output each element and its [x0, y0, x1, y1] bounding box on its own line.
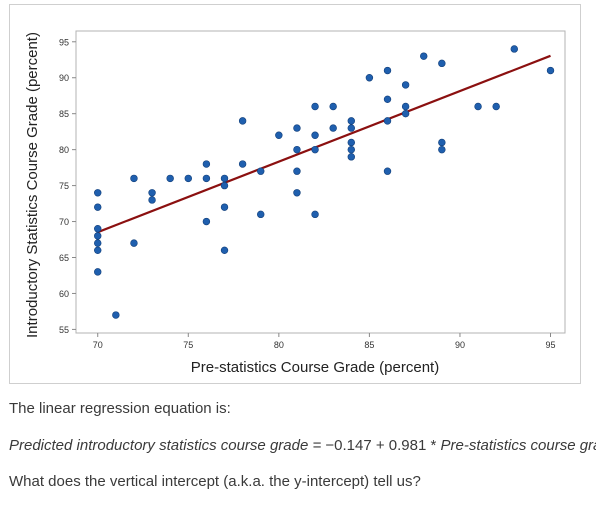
- data-point: [238, 117, 247, 125]
- data-point: [347, 145, 355, 154]
- data-point: [383, 167, 392, 175]
- data-point: [94, 189, 102, 197]
- x-axis-label: Pre-statistics Course Grade (percent): [191, 359, 439, 376]
- data-point: [148, 196, 156, 204]
- data-point: [202, 217, 211, 226]
- data-point: [383, 117, 392, 125]
- equation-numbers: −0.147 + 0.981 *: [325, 437, 441, 454]
- data-point: [166, 174, 174, 183]
- data-point: [329, 124, 337, 132]
- data-point: [311, 210, 319, 219]
- data-point: [202, 160, 211, 168]
- data-point: [130, 174, 138, 183]
- y-tick-label: 55: [59, 325, 69, 335]
- data-point: [329, 102, 337, 111]
- chart-figure-frame: 55 60 65 70 75 80 85 90 95 70 75 80 85 90 95 Pre-stat…: [9, 4, 581, 384]
- data-point: [474, 102, 482, 111]
- data-point: [347, 117, 355, 125]
- x-tick-label: 95: [546, 340, 556, 350]
- y-axis-ticks: 55 60 65 70 75 80 85 90 95: [59, 37, 76, 335]
- data-point: [94, 268, 102, 276]
- data-point: [238, 160, 247, 168]
- y-tick-label: 85: [59, 109, 69, 119]
- data-point: [94, 225, 102, 233]
- y-tick-label: 95: [59, 37, 69, 47]
- x-tick-label: 70: [93, 340, 103, 350]
- x-tick-label: 85: [364, 340, 374, 350]
- y-tick-label: 75: [59, 181, 69, 191]
- equation-suffix: Pre-statistics course grade: [440, 437, 596, 454]
- data-point: [438, 145, 446, 154]
- data-point: [94, 246, 102, 255]
- data-point: [94, 203, 102, 211]
- data-point: [220, 181, 229, 190]
- regression-line-group: [97, 54, 551, 234]
- data-point: [148, 189, 156, 197]
- data-point: [401, 109, 410, 118]
- data-point: [438, 138, 446, 147]
- data-point: [293, 189, 301, 197]
- data-point: [401, 81, 410, 89]
- x-tick-label: 80: [274, 340, 284, 350]
- data-point: [94, 239, 102, 247]
- data-point: [293, 124, 301, 132]
- data-point: [311, 131, 319, 139]
- data-point: [401, 102, 410, 111]
- data-point: [311, 102, 319, 111]
- data-point: [347, 124, 355, 132]
- data-point: [112, 311, 120, 319]
- data-point: [220, 174, 229, 183]
- data-point: [293, 145, 301, 154]
- intro-text: The linear regression equation is:: [9, 400, 231, 417]
- data-point: [184, 174, 192, 183]
- data-point: [365, 74, 374, 82]
- y-tick-label: 70: [59, 217, 69, 227]
- y-tick-label: 60: [59, 289, 69, 299]
- data-point: [257, 210, 265, 219]
- data-point: [347, 153, 355, 161]
- data-point: [220, 246, 229, 255]
- scatter-plot: 55 60 65 70 75 80 85 90 95 70 75 80 85 90 95 Pre-stat…: [24, 30, 566, 376]
- plot-area: [75, 30, 566, 334]
- data-point: [202, 174, 211, 183]
- data-point: [220, 203, 229, 211]
- data-point: [130, 239, 138, 247]
- data-point: [438, 59, 446, 68]
- question-text: What does the vertical intercept (a.k.a.…: [9, 473, 421, 490]
- data-point: [546, 66, 555, 75]
- data-point: [492, 102, 500, 111]
- data-point: [311, 145, 319, 154]
- equation-prefix: Predicted introductory statistics course…: [9, 437, 326, 454]
- data-points: [94, 45, 555, 319]
- x-tick-label: 75: [183, 340, 193, 350]
- data-point: [420, 52, 428, 60]
- data-point: [510, 45, 518, 53]
- y-tick-label: 80: [59, 145, 69, 155]
- data-point: [293, 167, 301, 175]
- x-tick-label: 90: [455, 340, 465, 350]
- data-point: [94, 232, 102, 240]
- regression-equation: Predicted introductory statistics course…: [9, 437, 596, 454]
- data-point: [257, 167, 265, 175]
- y-axis-label: Introductory Statistics Course Grade (pe…: [24, 32, 41, 338]
- data-point: [275, 131, 283, 139]
- y-tick-label: 65: [59, 253, 69, 263]
- x-axis-ticks: 70 75 80 85 90 95: [93, 333, 556, 350]
- data-point: [383, 95, 392, 104]
- y-tick-label: 90: [59, 73, 69, 83]
- data-point: [347, 138, 355, 147]
- data-point: [383, 66, 392, 75]
- regression-line: [97, 54, 551, 234]
